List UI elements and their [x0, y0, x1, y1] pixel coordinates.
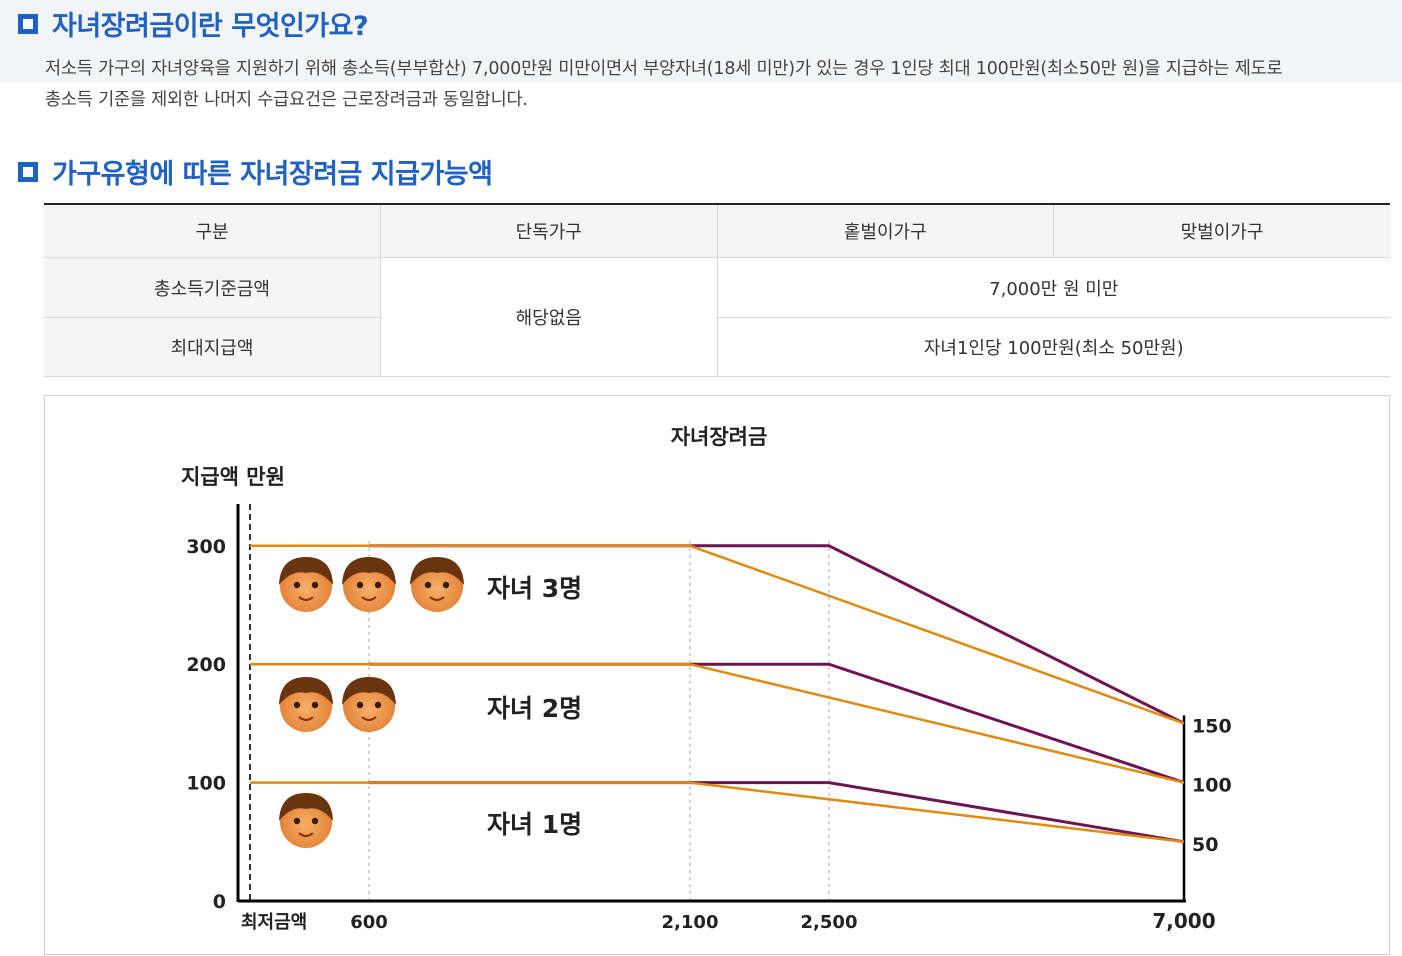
y-tick-label: 200	[186, 654, 226, 676]
face-eye	[311, 817, 319, 825]
y-axis-label: 지급액 만원	[181, 465, 285, 489]
child-face-icon	[279, 793, 333, 848]
face-eye	[293, 817, 301, 825]
right-tick-label: 100	[1192, 775, 1232, 797]
face-hair	[279, 793, 333, 821]
face-eye	[442, 581, 450, 589]
face-mouth	[361, 596, 377, 601]
description-line-2: 총소득 기준을 제외한 나머지 수급요건은 근로장려금과 동일합니다.	[45, 90, 528, 110]
max-amount-value: 자녀1인당 100만원(최소 50만원)	[717, 317, 1390, 377]
orange-line	[250, 544, 1185, 725]
description-line-1: 저소득 가구의 자녀양육을 지원하기 위해 총소득(부부합산) 7,000만원 …	[45, 59, 1283, 79]
row-label-max: 최대지급액	[44, 317, 381, 377]
x-tick-label: 7,000	[1152, 909, 1215, 933]
face-eye	[424, 581, 432, 589]
section-title-intro: 자녀장려금이란 무엇인가요?	[18, 4, 369, 43]
row-label-income: 총소득기준금액	[44, 257, 381, 318]
face-eye	[374, 581, 382, 589]
y-tick-label: 300	[186, 536, 226, 558]
chart-container: 자녀장려금 지급액 만원 300 200 100 0 150 100 50 최저금액 600 2,…	[44, 395, 1390, 955]
x-tick-label: 2,500	[801, 912, 858, 933]
face-hair	[410, 557, 464, 585]
y-tick-label: 100	[186, 773, 226, 795]
face-mouth	[298, 596, 314, 601]
chart-title: 자녀장려금	[671, 425, 768, 449]
face-hair	[342, 677, 396, 705]
y-tick-label: 0	[213, 891, 226, 913]
table-header-row: 구분 단독가구 홑벌이가구 맞벌이가구	[44, 204, 1390, 258]
child-face-icon	[279, 557, 333, 612]
child-benefit-chart: 자녀장려금 지급액 만원 300 200 100 0 150 100 50 최저금액 600 2,…	[181, 425, 1232, 933]
face-eye	[311, 581, 319, 589]
purple-line	[369, 662, 1185, 785]
child-face-icon	[342, 557, 396, 612]
child-face-icon	[279, 677, 333, 732]
face-eye	[356, 581, 364, 589]
section-title-text: 자녀장려금이란 무엇인가요?	[52, 11, 369, 42]
face-mouth	[298, 716, 314, 721]
orange-line	[250, 662, 1185, 784]
single-household-value: 해당없음	[380, 257, 718, 377]
square-bullet-icon	[18, 13, 38, 34]
group-label: 자녀 1명	[487, 810, 582, 839]
intro-band	[0, 0, 1402, 82]
income-threshold-value: 7,000만 원 미만	[717, 257, 1390, 318]
header-one-earner: 홑벌이가구	[717, 204, 1054, 258]
group-label: 자녀 3명	[487, 574, 582, 603]
header-single: 단독가구	[380, 204, 718, 258]
face-mouth	[298, 832, 314, 837]
face-eye	[356, 701, 364, 709]
x-tick-label: 2,100	[662, 912, 719, 933]
child-face-icon	[410, 557, 464, 612]
face-eye	[311, 701, 319, 709]
right-tick-label: 50	[1192, 834, 1218, 856]
table-row: 총소득기준금액 해당없음 7,000만 원 미만	[44, 257, 1390, 377]
header-dual-earner: 맞벌이가구	[1053, 204, 1390, 258]
face-hair	[279, 557, 333, 585]
face-eye	[374, 701, 382, 709]
orange-line	[250, 781, 1185, 844]
face-mouth	[429, 596, 445, 601]
face-hair	[279, 677, 333, 705]
group-label: 자녀 2명	[487, 694, 582, 723]
x-tick-label: 최저금액	[241, 912, 307, 933]
section-title-amount: 가구유형에 따른 자녀장려금 지급가능액	[18, 152, 493, 191]
child-face-icon	[342, 677, 396, 732]
face-eye	[293, 701, 301, 709]
square-bullet-icon	[18, 161, 38, 182]
table-row: 최대지급액 자녀1인당 100만원(최소 50만원)	[44, 317, 1390, 377]
amount-table: 구분 단독가구 홑벌이가구 맞벌이가구 총소득기준금액 해당없음 7,000만 …	[44, 203, 1390, 377]
face-eye	[293, 581, 301, 589]
section-title-text: 가구유형에 따른 자녀장려금 지급가능액	[52, 159, 493, 190]
x-tick-label: 600	[350, 912, 388, 933]
right-tick-label: 150	[1192, 715, 1232, 737]
header-category: 구분	[44, 204, 381, 258]
face-mouth	[361, 716, 377, 721]
face-hair	[342, 557, 396, 585]
